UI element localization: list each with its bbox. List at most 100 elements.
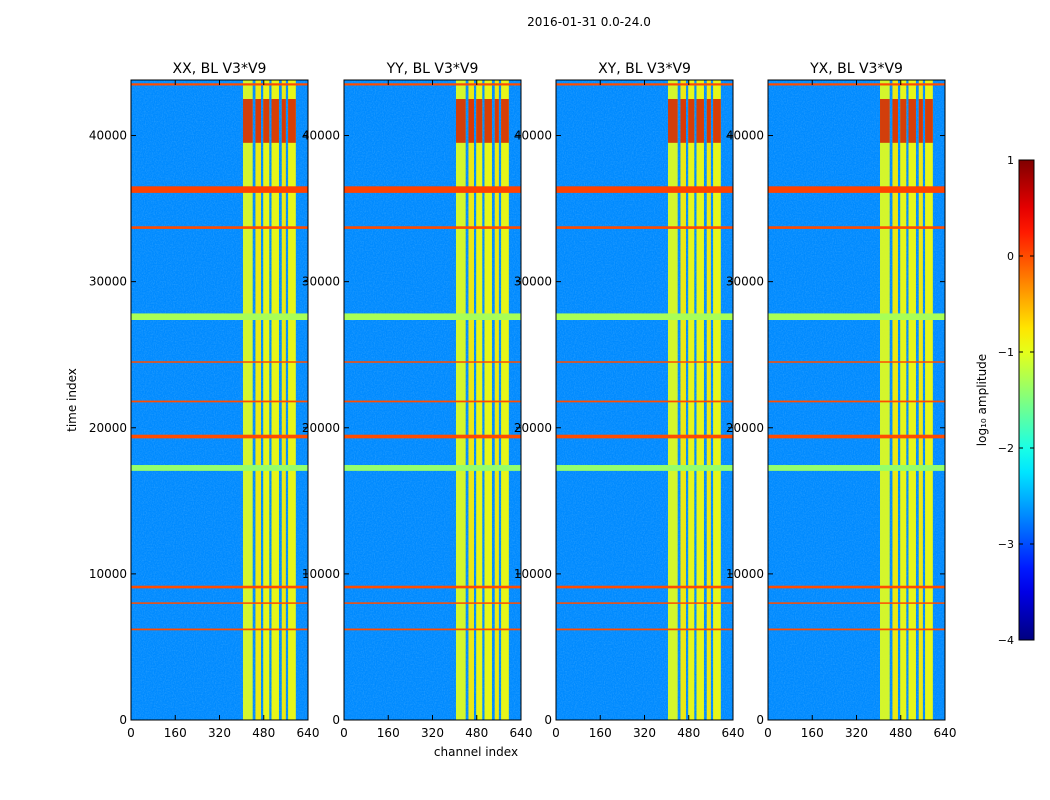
x-tick-label: 0 [764, 726, 772, 740]
flagged-time-row [344, 400, 521, 403]
rfi-channel-band [925, 80, 933, 720]
flagged-time-row [556, 361, 733, 363]
rfi-channel-band [456, 80, 466, 720]
flagged-time-row [556, 602, 733, 604]
flagged-time-row [556, 186, 733, 193]
rfi-channel-band [484, 80, 492, 720]
rfi-channel-band [668, 80, 678, 720]
high-amplitude-block [288, 98, 296, 143]
high-amplitude-block [243, 98, 253, 143]
flagged-time-row [556, 465, 733, 471]
high-amplitude-block [263, 98, 270, 143]
rfi-channel-band [713, 80, 721, 720]
panel-title: XY, BL V3*V9 [598, 61, 691, 77]
panel-yy: YY, BL V3*V9 0 160 320 480 640 0 10000 20000 3000… [302, 61, 533, 759]
flagged-time-row [556, 400, 733, 403]
flagged-time-row [556, 226, 733, 229]
x-tick-label: 640 [934, 726, 957, 740]
rfi-channel-band [494, 80, 499, 720]
panel-xx: XX, BL V3*V9 0 160 320 480 640 0 10000 20000 3000… [65, 61, 319, 740]
high-amplitude-block [892, 98, 898, 143]
colorbar-tick-label: −1 [998, 346, 1014, 359]
flagged-time-row [344, 602, 521, 604]
colorbar-tick-label: −4 [998, 634, 1014, 647]
y-tick-label: 30000 [89, 275, 127, 289]
y-tick-label: 30000 [302, 275, 340, 289]
high-amplitude-block [255, 98, 261, 143]
rfi-channel-band [476, 80, 483, 720]
flagged-time-row [768, 434, 945, 439]
x-tick-label: 0 [127, 726, 135, 740]
rfi-channel-band [468, 80, 474, 720]
y-axis-label: time index [65, 368, 79, 432]
flagged-time-row [131, 313, 308, 320]
rfi-channel-band [892, 80, 898, 720]
rfi-channel-band [680, 80, 686, 720]
y-tick-label: 10000 [302, 567, 340, 581]
flagged-time-row [344, 361, 521, 363]
high-amplitude-block [668, 98, 678, 143]
rfi-channel-band [900, 80, 907, 720]
rfi-channel-band [281, 80, 286, 720]
x-tick-label: 320 [845, 726, 868, 740]
y-tick-label: 0 [332, 713, 340, 727]
rfi-channel-band [688, 80, 695, 720]
high-amplitude-block [918, 98, 923, 143]
high-amplitude-block [880, 98, 890, 143]
y-tick-label: 30000 [726, 275, 764, 289]
x-tick-label: 160 [589, 726, 612, 740]
rfi-channel-band [288, 80, 296, 720]
flagged-time-row [131, 602, 308, 604]
flagged-time-row [131, 434, 308, 439]
high-amplitude-block [271, 98, 279, 143]
high-amplitude-block [900, 98, 907, 143]
flagged-time-row [131, 226, 308, 229]
panel-title: XX, BL V3*V9 [173, 61, 267, 77]
y-tick-label: 40000 [302, 129, 340, 143]
flagged-time-row [556, 434, 733, 439]
flagged-time-row [768, 186, 945, 193]
rfi-channel-band [908, 80, 916, 720]
x-tick-label: 640 [297, 726, 320, 740]
high-amplitude-block [706, 98, 711, 143]
x-tick-label: 480 [889, 726, 912, 740]
flagged-time-row [344, 226, 521, 229]
heatmap-noise-texture [768, 80, 945, 720]
rfi-channel-band [696, 80, 704, 720]
rfi-channel-band [271, 80, 279, 720]
y-tick-label: 40000 [726, 129, 764, 143]
high-amplitude-block [468, 98, 474, 143]
flagged-time-row [768, 400, 945, 403]
y-tick-label: 10000 [514, 567, 552, 581]
flagged-time-row [768, 361, 945, 363]
flagged-time-row [344, 585, 521, 589]
x-axis-label: channel index [434, 745, 518, 759]
x-tick-label: 160 [164, 726, 187, 740]
flagged-time-row [131, 465, 308, 471]
y-tick-label: 10000 [726, 567, 764, 581]
rfi-channel-band [501, 80, 509, 720]
flagged-time-row [131, 400, 308, 403]
high-amplitude-block [925, 98, 933, 143]
colorbar-tick-label: 1 [1007, 154, 1014, 167]
colorbar: 1 0 −1 −2 −3 −4 log₁₀ amplitude [975, 154, 1035, 647]
colorbar-tick-label: −2 [998, 442, 1014, 455]
x-tick-label: 160 [377, 726, 400, 740]
flagged-time-row [131, 186, 308, 193]
panels-layer: XX, BL V3*V9 0 160 320 480 640 0 10000 20000 3000… [65, 61, 956, 759]
high-amplitude-block [494, 98, 499, 143]
x-tick-label: 640 [722, 726, 745, 740]
y-tick-label: 10000 [89, 567, 127, 581]
panel-title: YY, BL V3*V9 [386, 61, 479, 77]
flagged-time-row [344, 465, 521, 471]
flagged-time-row [768, 602, 945, 604]
rfi-channel-band [243, 80, 253, 720]
high-amplitude-block [696, 98, 704, 143]
y-tick-label: 20000 [302, 421, 340, 435]
flagged-time-row [768, 226, 945, 229]
flagged-time-row [556, 313, 733, 320]
flagged-time-row [768, 585, 945, 589]
y-tick-label: 0 [544, 713, 552, 727]
x-tick-label: 0 [340, 726, 348, 740]
